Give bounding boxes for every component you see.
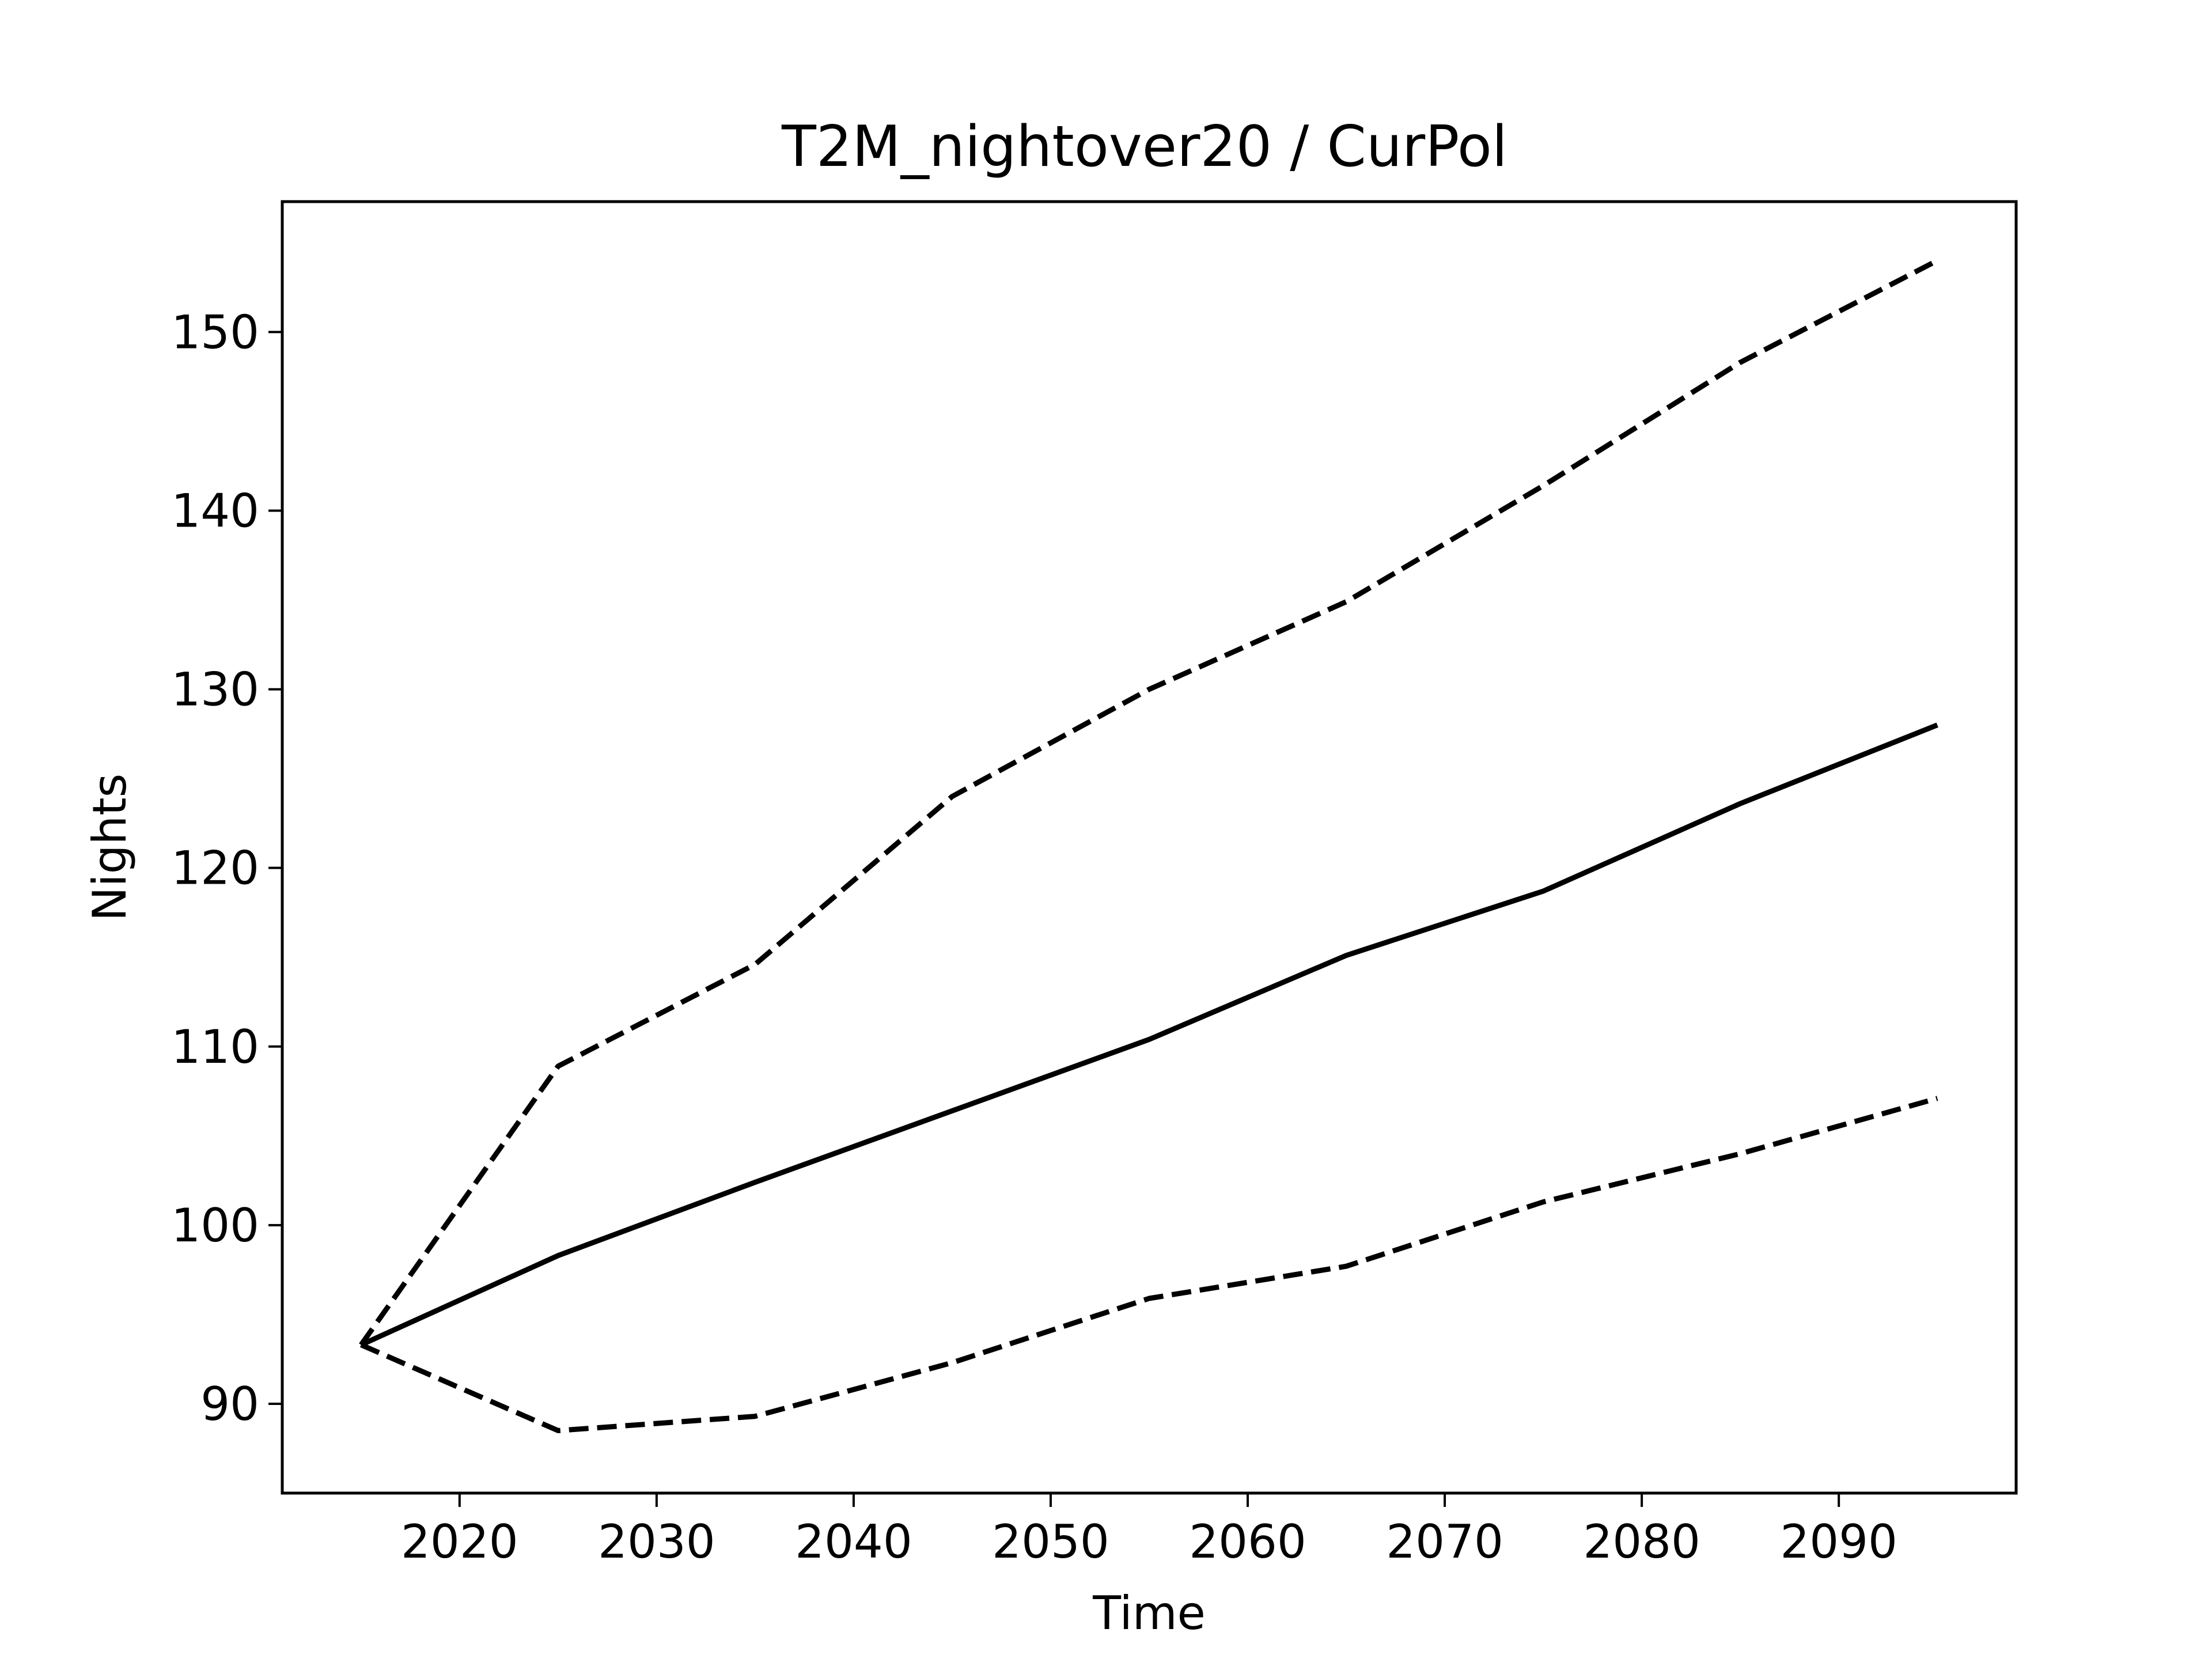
y-tick-label: 150 [171,305,259,359]
x-tick-label: 2090 [1780,1515,1897,1569]
x-tick-label: 2070 [1386,1515,1503,1569]
y-tick-label: 140 [171,484,259,537]
x-tick-label: 2060 [1189,1515,1306,1569]
x-axis-label: Time [1092,1586,1206,1640]
chart-title: T2M_nightover20 / CurPol [781,114,1508,180]
x-tick-label: 2080 [1583,1515,1700,1569]
x-tick-label: 2030 [598,1515,715,1569]
x-tick-label: 2050 [992,1515,1109,1569]
y-tick-label: 120 [171,842,259,895]
y-axis-label: Nights [83,774,137,922]
y-tick-label: 130 [171,663,259,717]
series-line-dashed-2 [360,1096,1938,1433]
plot-frame [281,200,2018,1495]
series-line-solid [359,722,1938,1347]
y-tick-label: 100 [171,1199,259,1252]
x-tick-label: 2040 [795,1515,912,1569]
x-tick-label: 2020 [401,1515,518,1569]
y-axis: 90 100 110 120 130 140 150 [171,305,282,1431]
series-line-dashed-1 [359,258,1939,1347]
x-axis: 2020 2030 2040 2050 2060 2070 2080 2090 [401,1493,1897,1569]
series-layer [359,258,1939,1433]
y-tick-label: 90 [200,1377,259,1431]
y-tick-label: 110 [171,1020,259,1074]
